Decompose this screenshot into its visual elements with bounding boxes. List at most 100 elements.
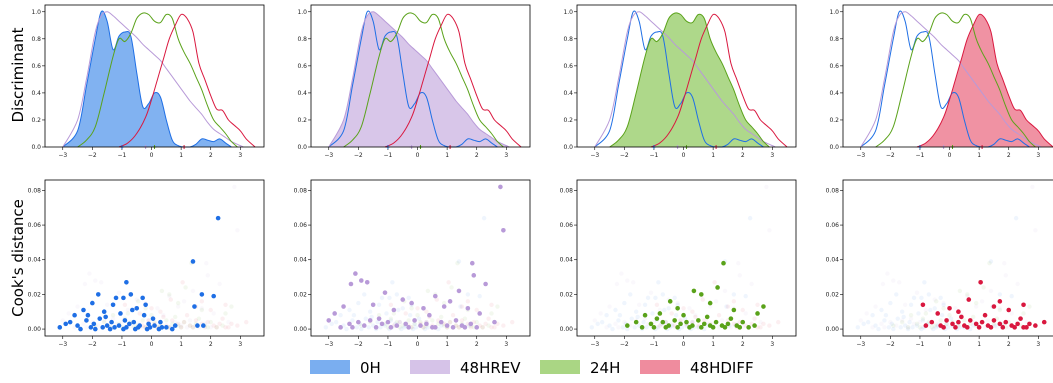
cooks-point-48hdiff — [923, 323, 929, 328]
cooks-faint-point-48hrev — [858, 318, 863, 323]
cooks-faint-point-48hrev — [911, 321, 917, 327]
cooks-point-48hrev — [382, 290, 388, 295]
cooks-faint-point-0h — [633, 309, 639, 314]
cooks-faint-point-0h — [919, 326, 924, 332]
density-xtick-label: −2 — [886, 152, 895, 159]
cooks-faint-point-24h — [394, 319, 400, 325]
density-xtick-label: 1 — [445, 152, 449, 159]
cooks-faint-point-0h — [422, 326, 428, 332]
cooks-faint-point-24h — [489, 311, 494, 316]
density-xtick-label: 0 — [416, 152, 420, 159]
density-xtick-label: 2 — [209, 152, 213, 159]
cooks-faint-point-0h — [894, 292, 899, 297]
cooks-point-24h — [746, 325, 751, 330]
density-line-0h — [62, 10, 232, 148]
cooks-point-48hdiff — [935, 311, 941, 316]
cooks-point-24h — [722, 325, 728, 330]
cooks-xtick-label: −3 — [58, 341, 67, 348]
density-ytick-label: 0.8 — [297, 36, 307, 43]
cooks-faint-point-24h — [997, 307, 1003, 313]
cooks-point-24h — [698, 325, 704, 330]
cooks-faint-point-48hrev — [622, 319, 627, 325]
cooks-faint-point-48hdiff — [205, 319, 210, 325]
cooks-faint-point-48hrev — [598, 311, 603, 316]
cooks-point-0h — [152, 323, 157, 328]
cooks-point-0h — [88, 325, 94, 330]
cooks-point-48hdiff — [964, 325, 970, 330]
cooks-xtick-label: −2 — [620, 341, 629, 348]
density-ytick-label: 0.6 — [563, 63, 573, 70]
cooks-faint-point-0h — [369, 314, 374, 320]
density-xtick-label: 3 — [1036, 152, 1040, 159]
cooks-faint-point-0h — [876, 326, 881, 332]
cooks-faint-point-48hdiff — [149, 306, 154, 311]
density-ytick-label: 0.6 — [829, 63, 839, 70]
cooks-point-48hdiff — [950, 321, 955, 327]
cooks-point-0h — [190, 259, 196, 264]
cooks-faint-point-24h — [938, 318, 943, 323]
cooks-faint-point-24h — [187, 323, 193, 328]
cooks-faint-point-48hdiff — [752, 316, 757, 321]
cooks-point-48hrev — [468, 321, 474, 327]
cooks-point-24h — [728, 316, 734, 321]
legend-item-24h: 24H — [540, 359, 620, 377]
density-xtick-label: −1 — [650, 152, 659, 159]
cooks-faint-point-0h — [477, 293, 482, 299]
cooks-point-48hdiff — [929, 319, 935, 325]
cooks-faint-point-48hdiff — [657, 323, 663, 328]
cooks-faint-point-0h — [1009, 293, 1014, 299]
legend-item-48hrev: 48HREV — [410, 359, 521, 377]
cooks-point-48hdiff — [1000, 325, 1006, 330]
cooks-point-48hdiff — [956, 319, 961, 325]
cooks-faint-point-48hdiff — [415, 306, 420, 311]
cooks-faint-point-48hrev — [713, 299, 719, 304]
legend-item-48hdiff: 48HDIFF — [640, 359, 754, 377]
cooks-faint-point-48hdiff — [468, 325, 474, 330]
cooks-faint-point-24h — [388, 316, 394, 321]
density-xtick-label: −2 — [88, 152, 97, 159]
cooks-faint-point-0h — [410, 326, 416, 332]
cooks-panel-48hrev: −3 −2 −1 0 1 2 3 0.00 0.02 0.04 0.06 0.08 — [294, 179, 531, 348]
cooks-point-48hrev — [427, 312, 432, 318]
cooks-faint-point-0h — [376, 302, 382, 307]
cooks-point-48hdiff — [959, 314, 964, 320]
cooks-faint-point-48hdiff — [193, 318, 199, 323]
cooks-faint-point-48hrev — [84, 325, 89, 330]
legend-swatch-24h — [540, 360, 580, 374]
cooks-ytick-label: 0.04 — [28, 257, 42, 264]
cooks-point-48hrev — [373, 325, 379, 330]
cooks-faint-point-24h — [196, 316, 202, 321]
cooks-faint-point-48hrev — [880, 281, 886, 287]
cooks-faint-point-0h — [439, 323, 444, 328]
cooks-faint-point-48hrev — [217, 281, 222, 287]
cooks-ytick-label: 0.06 — [28, 222, 42, 229]
cooks-faint-point-0h — [394, 292, 400, 297]
cooks-point-0h — [75, 323, 80, 328]
cooks-point-48hdiff — [982, 312, 988, 318]
cooks-faint-point-48hdiff — [489, 325, 494, 330]
cooks-faint-point-48hdiff — [178, 325, 184, 330]
cooks-faint-point-48hdiff — [424, 309, 429, 314]
cooks-faint-point-48hrev — [93, 278, 98, 283]
density-axes-frame — [576, 4, 797, 148]
cooks-point-48hrev — [477, 311, 482, 316]
cooks-point-0h — [128, 292, 134, 297]
cooks-point-0h — [116, 323, 122, 328]
cooks-faint-point-48hrev — [613, 321, 618, 327]
cooks-point-24h — [696, 318, 701, 323]
cooks-point-48hrev — [492, 319, 497, 325]
density-xtick-label: 2 — [475, 152, 479, 159]
cooks-faint-point-24h — [944, 321, 949, 327]
cooks-faint-point-48hrev — [116, 290, 122, 295]
cooks-point-24h — [755, 311, 760, 316]
cooks-faint-point-0h — [329, 321, 334, 327]
cooks-faint-point-48hrev — [988, 288, 994, 294]
cooks-point-48hdiff — [920, 302, 926, 308]
cooks-faint-point-48hdiff — [199, 299, 205, 304]
cooks-faint-point-0h — [908, 302, 914, 307]
cooks-point-24h — [672, 318, 677, 323]
cooks-faint-point-48hrev — [1015, 281, 1020, 287]
cooks-faint-point-24h — [425, 288, 431, 294]
density-fill-48hdiff — [917, 14, 1053, 147]
